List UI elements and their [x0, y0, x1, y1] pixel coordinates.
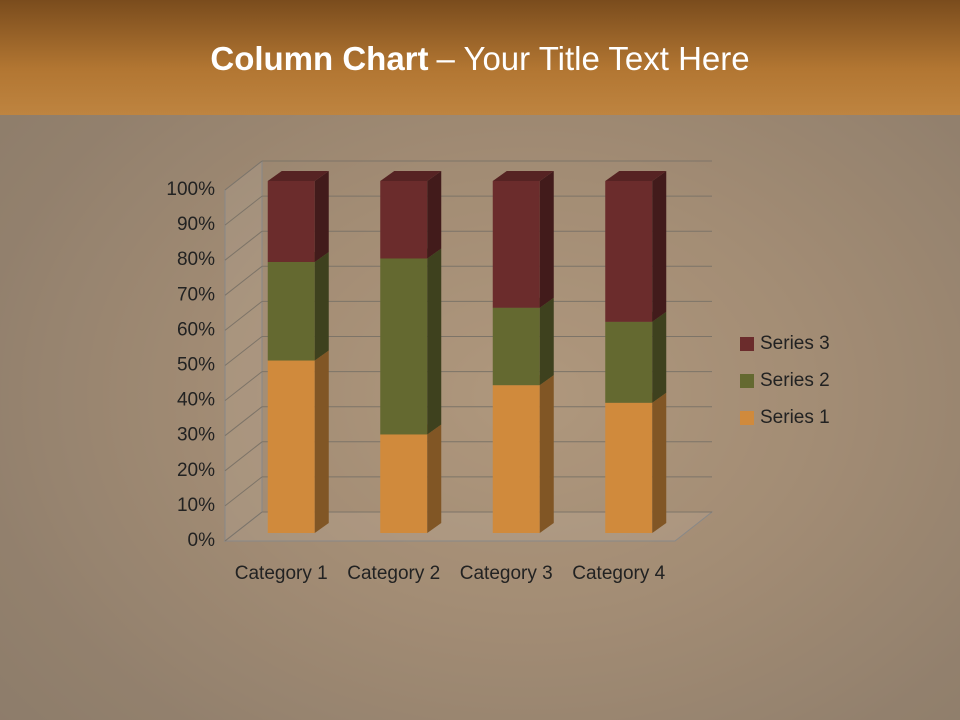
bar-side	[314, 171, 329, 262]
grid-line-side	[224, 511, 263, 542]
bar-segment	[605, 181, 653, 322]
bar-side	[539, 375, 554, 533]
legend-swatch	[740, 411, 754, 425]
bar-top	[380, 171, 442, 181]
y-tick-label: 20%	[177, 460, 215, 481]
bar-segment	[267, 261, 315, 361]
bar-segment	[605, 321, 653, 403]
bar-side	[652, 392, 667, 533]
bar-segment	[605, 402, 653, 533]
bar-side	[427, 171, 442, 259]
bar-segment	[492, 181, 540, 308]
y-tick-label: 100%	[166, 179, 215, 200]
bar-side	[427, 424, 442, 533]
legend-label: Series 3	[760, 333, 830, 354]
grid-line-side	[224, 441, 263, 472]
y-tick-label: 70%	[177, 284, 215, 305]
bar-side	[314, 350, 329, 533]
grid-line-side	[224, 160, 263, 191]
y-tick-label: 60%	[177, 319, 215, 340]
bar-segment	[380, 258, 428, 435]
bar-side	[539, 171, 554, 308]
grid-line-side	[224, 195, 263, 226]
grid-line-side	[224, 265, 263, 296]
x-tick-label: Category 2	[347, 563, 441, 584]
bar-side	[427, 248, 442, 435]
slide-title: Column Chart – Your Title Text Here	[0, 40, 960, 78]
grid-line-side	[224, 230, 263, 261]
bar-segment	[492, 385, 540, 533]
legend-swatch	[740, 374, 754, 388]
grid-line-side	[224, 406, 263, 437]
bar-segment	[380, 181, 428, 259]
header-band	[0, 0, 960, 115]
grid-line-side	[224, 336, 263, 366]
title-rest: – Your Title Text Here	[436, 40, 750, 77]
x-tick-label: Category 1	[234, 563, 328, 584]
y-tick-label: 50%	[177, 355, 215, 376]
y-tick-label: 0%	[188, 530, 216, 551]
y-tick-label: 80%	[177, 249, 215, 270]
bar-segment	[380, 434, 428, 533]
y-tick-label: 10%	[177, 495, 215, 516]
bar-side	[652, 171, 667, 322]
x-tick-label: Category 4	[572, 563, 666, 584]
y-tick-label: 40%	[177, 390, 215, 411]
y-tick-label: 90%	[177, 214, 215, 235]
grid-line-side	[224, 371, 263, 401]
bar-top	[492, 171, 554, 181]
bar-side	[539, 297, 554, 386]
bar-top	[267, 171, 329, 181]
bar-segment	[492, 307, 540, 386]
y-tick-label: 30%	[177, 425, 215, 446]
bar-segment	[267, 360, 315, 533]
bar-top	[605, 171, 667, 181]
x-tick-label: Category 3	[459, 563, 553, 584]
bar-side	[314, 251, 329, 361]
legend-swatch	[740, 337, 754, 351]
legend-label: Series 1	[760, 407, 830, 428]
title-bold: Column Chart	[210, 40, 429, 77]
legend-label: Series 2	[760, 370, 830, 391]
bar-segment	[267, 181, 315, 262]
grid-line-side	[224, 476, 263, 507]
bar-side	[652, 311, 667, 403]
grid-line-side	[224, 301, 263, 331]
